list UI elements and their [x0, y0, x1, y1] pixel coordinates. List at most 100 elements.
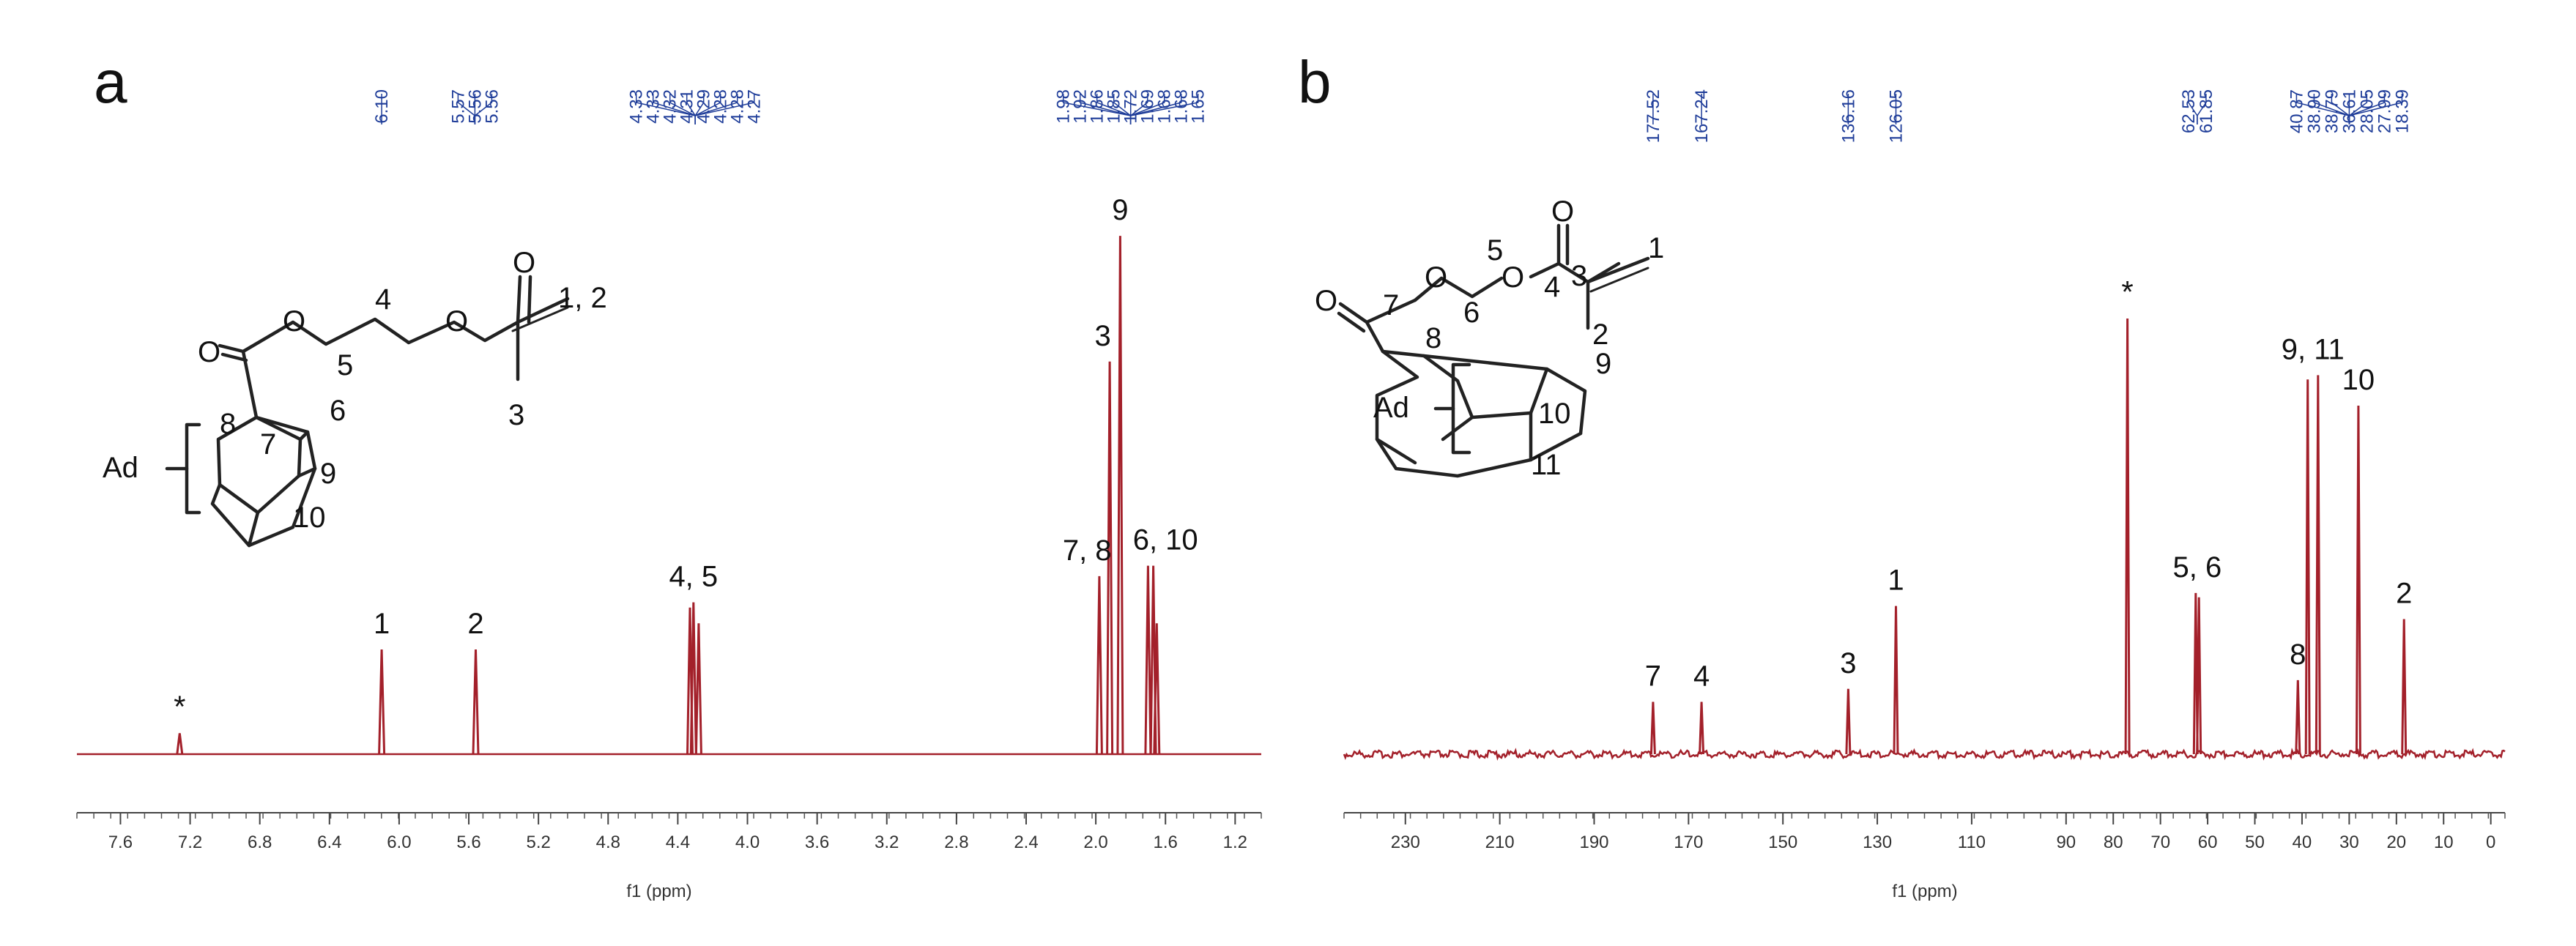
structure-label-3: 3 — [1571, 260, 1587, 292]
x-tick-label: 6.0 — [387, 833, 411, 852]
structure-o-2: O — [283, 305, 305, 338]
x-axis-b: 230 210 190 170 150 130 110 90 80 70 60 50 40 30 20 10 0 — [1343, 812, 2506, 852]
x-tick-label: 7.2 — [178, 833, 202, 852]
panel-label-b: b — [1298, 49, 1332, 116]
structure-label-7: 7 — [1383, 289, 1399, 321]
structure-label-1-2: 1, 2 — [558, 282, 607, 314]
peak-assignment-label: 6, 10 — [1133, 524, 1198, 556]
spectrum-peak — [1095, 576, 1103, 755]
x-tick-label: 230 — [1391, 833, 1420, 852]
structure-label-2: 2 — [1592, 319, 1608, 351]
x-tick-label: 40 — [2293, 833, 2312, 852]
molecule-structure-a: O O O O 1, 2 3 4 5 6 7 8 9 10 Ad — [103, 247, 607, 548]
spectrum-peak — [1116, 236, 1124, 755]
structure-o-4: O — [513, 247, 535, 279]
structure-o-4: O — [1551, 195, 1574, 228]
structure-label-3: 3 — [508, 399, 524, 431]
spectrum-peak — [2315, 375, 2321, 755]
peak-assignment-label: 5, 6 — [2173, 551, 2222, 584]
structure-label-9: 9 — [320, 458, 336, 490]
x-tick-label: 210 — [1485, 833, 1515, 852]
structure-label-10: 10 — [1538, 398, 1571, 430]
chemical-shift-connector — [2348, 94, 2403, 124]
peak-assignment-label: 8 — [2290, 638, 2306, 671]
panel-label-a: a — [94, 49, 127, 116]
peak-assignment-label: 4, 5 — [669, 561, 718, 593]
x-tick-label: 1.2 — [1223, 833, 1247, 852]
x-tick-label: 190 — [1579, 833, 1608, 852]
x-tick-label: 3.6 — [805, 833, 829, 852]
x-axis-label-a: f1 (ppm) — [626, 882, 691, 901]
spectrum-peak — [689, 602, 697, 755]
spectrum-peak — [2295, 679, 2301, 755]
structure-o-1: O — [198, 336, 220, 368]
peak-assignment-label: 9 — [1112, 194, 1128, 226]
x-tick-label: 80 — [2104, 833, 2123, 852]
spectrum-peak — [1845, 688, 1852, 755]
x-tick-label: 10 — [2434, 833, 2454, 852]
spectrum-peak — [2401, 619, 2408, 755]
chemical-shift-connector — [694, 94, 755, 124]
x-tick-label: 90 — [2056, 833, 2076, 852]
shift-labels-a: 6.10 5.575.565.56 4.334.334.324.314.294.28… — [372, 89, 1209, 124]
structure-o-3: O — [1502, 261, 1524, 294]
structure-label-10: 10 — [293, 502, 326, 534]
structure-label-ad: Ad — [1373, 392, 1409, 424]
structure-label-ad: Ad — [103, 452, 138, 484]
structure-o-3: O — [445, 305, 468, 338]
peak-assignment-label: 1 — [1888, 565, 1904, 597]
peak-assignment-label: 3 — [1840, 647, 1856, 679]
x-tick-label: 5.2 — [527, 833, 551, 852]
x-tick-label: 2.4 — [1014, 833, 1038, 852]
peak-assignment-label: * — [2121, 275, 2133, 309]
x-tick-label: 5.6 — [456, 833, 480, 852]
spectrum-peak — [176, 733, 184, 755]
panel-a: a 6.10 5.575.565.56 4.334.334.324.314.294.… — [76, 49, 1262, 901]
molecule-structure-b: O O O O 1 2 3 4 5 6 7 8 9 10 11 Ad — [1315, 195, 1664, 481]
spectrum-peak — [1699, 701, 1705, 755]
spectrum-peak — [1649, 701, 1656, 755]
structure-o-2: O — [1425, 261, 1447, 294]
structure-o-1: O — [1315, 285, 1337, 317]
structure-label-4: 4 — [375, 283, 391, 316]
structure-label-9: 9 — [1595, 348, 1611, 380]
peak-assignment-label: 2 — [2396, 578, 2412, 610]
x-tick-label: 70 — [2150, 833, 2170, 852]
spectrum-peak — [2124, 318, 2131, 755]
peak-assignment-label: 9, 11 — [2282, 333, 2345, 365]
spectrum-peak — [1153, 623, 1161, 755]
structure-label-1: 1 — [1648, 232, 1664, 264]
x-tick-label: 1.6 — [1154, 833, 1178, 852]
spectrum-a — [77, 236, 1261, 756]
structure-label-6: 6 — [1463, 297, 1480, 329]
x-tick-label: 20 — [2386, 833, 2406, 852]
x-tick-label: 4.4 — [666, 833, 690, 852]
spectrum-baseline — [1343, 748, 2506, 761]
structure-label-7: 7 — [260, 428, 276, 461]
x-tick-label: 6.8 — [248, 833, 272, 852]
structure-label-6: 6 — [330, 395, 346, 427]
structure-label-8: 8 — [220, 408, 236, 440]
x-tick-label: 60 — [2198, 833, 2218, 852]
x-tick-label: 4.0 — [735, 833, 760, 852]
structure-label-5: 5 — [337, 349, 353, 381]
x-tick-label: 7.6 — [108, 833, 133, 852]
peak-assignment-label: 3 — [1094, 320, 1110, 352]
x-axis-label-b: f1 (ppm) — [1892, 882, 1957, 901]
spectrum-peak — [1106, 361, 1114, 755]
x-tick-label: 6.4 — [317, 833, 341, 852]
peak-assignment-label: * — [174, 689, 185, 723]
x-tick-label: 2.8 — [944, 833, 968, 852]
x-tick-label: 4.8 — [596, 833, 620, 852]
spectrum-peak — [2304, 379, 2311, 755]
x-tick-label: 130 — [1863, 833, 1892, 852]
spectrum-peak — [2196, 597, 2202, 755]
peak-assignment-label: 2 — [467, 608, 483, 640]
x-tick-label: 50 — [2245, 833, 2265, 852]
x-tick-label: 30 — [2339, 833, 2359, 852]
peak-assignments-a: * 1 2 4, 5 7, 8 3 9 6, 10 — [174, 194, 1198, 723]
chemical-shift-connector — [1129, 94, 1199, 124]
